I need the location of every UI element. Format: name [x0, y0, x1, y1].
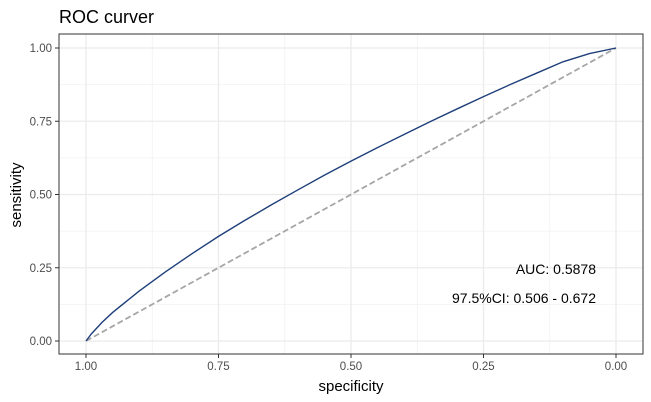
y-tick-label: 1.00: [30, 43, 52, 55]
chance-line: [85, 47, 617, 342]
x-axis: 1.00 0.75 0.50 0.25 0.00: [75, 354, 627, 373]
x-tick-label: 1.00: [75, 361, 97, 373]
x-axis-title: specificity: [318, 378, 384, 395]
x-tick-label: 0.50: [340, 361, 362, 373]
x-tick-label: 0.00: [605, 361, 627, 373]
y-axis-title: sensitivity: [8, 162, 25, 228]
y-tick-label: 0.25: [30, 263, 52, 275]
y-tick-label: 0.50: [30, 190, 52, 202]
y-tick-label: 0.00: [30, 336, 52, 348]
y-tick-label: 0.75: [30, 116, 52, 128]
roc-curve: [85, 47, 617, 342]
ci-annotation: 97.5%CI: 0.506 - 0.672: [452, 290, 596, 306]
x-tick-label: 0.75: [207, 361, 229, 373]
chart-title: ROC curver: [59, 7, 154, 27]
x-tick-label: 0.25: [472, 361, 494, 373]
auc-annotation: AUC: 0.5878: [516, 261, 596, 277]
y-axis: 0.00 0.25 0.50 0.75 1.00: [30, 43, 59, 348]
